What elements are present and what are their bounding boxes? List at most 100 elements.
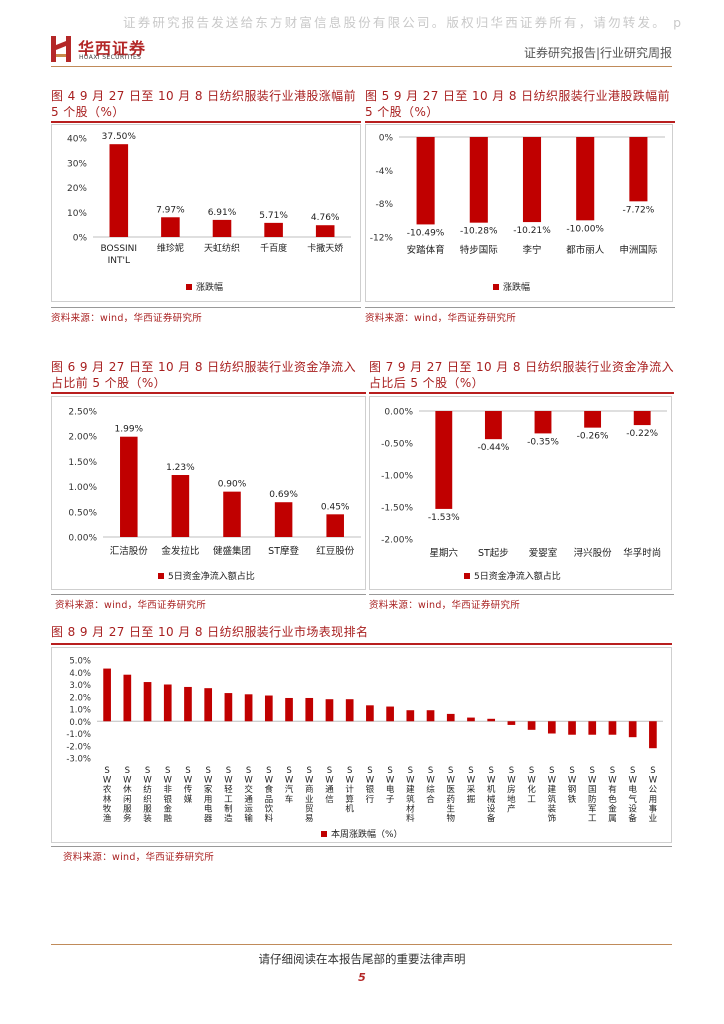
- report-type: 证券研究报告|行业研究周报: [523, 46, 672, 60]
- fig5-legend-swatch: [493, 284, 499, 290]
- fig6-bar: [274, 502, 293, 537]
- fig8-rule: [51, 643, 672, 645]
- fig6-bar: [171, 475, 190, 537]
- fig5-frame: [365, 124, 673, 302]
- footer-rule: [51, 944, 672, 945]
- fig7-bar: [584, 411, 602, 428]
- fig6-ytick-label: 1.50%: [68, 458, 97, 468]
- fig8-bar: [628, 721, 637, 738]
- fig5-chart: 0% -4% -8% -12% -10.49% 安踏体育 -10.28% 特步国际 -10.21…: [365, 124, 673, 302]
- fig4-bar: [264, 222, 283, 237]
- fig8-category-label: S W 休闲服务: [123, 766, 132, 824]
- fig8-bar: [467, 717, 475, 722]
- fig8-chart: 5.0% 4.0% 3.0% 2.0% 1.0% 0.0% -1.0% -2.0% -3.0% S…: [51, 647, 672, 843]
- fig8-category-label: S W 纺织服装: [143, 766, 152, 824]
- fig4-category-label: 天虹纺织: [204, 242, 240, 254]
- fig6-bottom-rule: [51, 594, 366, 595]
- fig7-bar: [435, 411, 453, 509]
- fig5-value-label: -10.21%: [513, 226, 551, 236]
- fig5-value-label: -7.72%: [622, 205, 654, 215]
- fig5-category-label: 安踏体育: [407, 244, 445, 256]
- fig4-rule: [51, 121, 361, 123]
- fig6-category-label: ST摩登: [268, 545, 299, 557]
- fig7-ytick-label: -2.00%: [381, 536, 413, 546]
- fig8-category-label: S W 家用电器: [204, 766, 213, 824]
- fig6-value-label: 0.45%: [321, 502, 350, 512]
- fig4-ytick-label: 40%: [67, 135, 87, 145]
- watermark-text: 证券研究报告发送给东方财富信息股份有限公司。版权归华西证券所有，请勿转发。 p: [123, 15, 684, 30]
- fig4-category-label: 千百度: [260, 242, 287, 254]
- fig8-bar: [143, 682, 152, 722]
- fig8-ytick-label: -1.0%: [66, 730, 91, 740]
- fig5-value-label: -10.49%: [407, 228, 445, 238]
- fig5-bar: [469, 137, 488, 223]
- fig7-value-label: -0.44%: [477, 443, 509, 453]
- fig8-category-label: S W 建筑装饰: [548, 766, 557, 824]
- fig8-bar: [366, 705, 374, 722]
- fig6-value-label: 0.69%: [269, 490, 298, 500]
- fig7-ytick-label: -1.00%: [381, 472, 413, 482]
- fig6-bar: [120, 436, 138, 537]
- fig8-category-label: S W 采掘: [467, 766, 476, 805]
- fig6-chart: 0.00% 0.50% 1.00% 1.50% 2.00% 2.50% 1.99% 汇洁股份 1…: [51, 396, 366, 590]
- fig8-category-label: S W 电气设备: [628, 766, 637, 824]
- fig8-bar: [184, 686, 192, 722]
- fig8-category-label: S W 医药生物: [446, 766, 455, 824]
- fig8-category-label: S W 机械设备: [487, 766, 496, 824]
- fig8-bar: [487, 718, 496, 722]
- fig7-value-label: -0.22%: [626, 429, 658, 439]
- fig8-ytick-label: 3.0%: [69, 681, 91, 691]
- fig8-bar: [285, 697, 293, 722]
- fig8-bar: [568, 721, 576, 735]
- fig5-title: 图 5 9 月 27 日至 10 月 8 日纺织服装行业港股跌幅前 5 个股（%…: [365, 89, 670, 119]
- fig4-ytick-label: 30%: [67, 159, 87, 169]
- fig8-bar: [507, 721, 516, 725]
- fig8-category-label: S W 农林牧渔: [103, 766, 112, 824]
- fig7-ytick-label: -1.50%: [381, 504, 413, 514]
- fig8-category-label: S W 计算机: [345, 766, 354, 814]
- fig7-category-label: 星期六: [430, 547, 459, 559]
- fig6-category-label: 金发拉比: [161, 545, 199, 557]
- fig7-category-label: 华孚时尚: [623, 547, 661, 559]
- fig6-ytick-label: 0.00%: [68, 534, 97, 544]
- fig5-value-label: -10.28%: [460, 227, 498, 237]
- fig8-bar: [527, 721, 536, 730]
- fig8-bar: [649, 721, 657, 749]
- fig8-category-label: S W 交通运输: [244, 766, 253, 824]
- fig4-title: 图 4 9 月 27 日至 10 月 8 日纺织服装行业港股涨幅前 5 个股（%…: [51, 89, 356, 119]
- fig8-bar: [264, 695, 273, 722]
- fig6-ytick-label: 1.00%: [68, 483, 97, 493]
- fig8-category-label: S W 传媒: [184, 766, 193, 805]
- fig5-category-label: 特步国际: [460, 244, 499, 256]
- fig8-category-label: S W 电子: [386, 766, 395, 805]
- fig8-bar: [123, 674, 132, 722]
- fig8-category-label: S W 轻工制造: [224, 766, 233, 824]
- fig4-bar: [161, 217, 180, 237]
- fig8-ytick-label: 4.0%: [69, 669, 91, 679]
- fig7-ytick-label: 0.00%: [384, 408, 413, 418]
- fig4-source: 资料来源：wind，华西证券研究所: [51, 313, 203, 324]
- fig7-ytick-label: -0.50%: [381, 440, 413, 450]
- fig8-category-label: S W 商业贸易: [305, 766, 314, 824]
- fig8-bar: [244, 694, 253, 722]
- fig5-bar: [629, 137, 648, 202]
- page-number: 5: [358, 971, 366, 984]
- fig7-value-label: -0.35%: [527, 437, 559, 447]
- fig8-bar: [224, 693, 233, 722]
- fig8-category-label: S W 有色金属: [608, 766, 617, 824]
- fig8-frame: [51, 647, 672, 843]
- fig8-ytick-label: -2.0%: [66, 742, 91, 752]
- fig8-bar: [588, 721, 597, 735]
- fig8-bar: [305, 697, 314, 722]
- fig7-value-label: -1.53%: [428, 513, 460, 523]
- fig4-value-label: 7.97%: [156, 205, 185, 215]
- fig6-category-label: 健盛集团: [213, 545, 251, 557]
- fig8-ytick-label: 5.0%: [69, 657, 91, 667]
- fig4-bottom-rule: [51, 307, 361, 308]
- fig8-bottom-rule: [51, 846, 672, 847]
- fig4-legend-label: 涨跌幅: [196, 281, 223, 293]
- fig8-bar: [163, 684, 172, 722]
- fig6-source: 资料来源：wind，华西证券研究所: [55, 600, 207, 611]
- fig4-legend-swatch: [186, 284, 192, 290]
- fig8-category-label: S W 建筑材料: [406, 766, 415, 824]
